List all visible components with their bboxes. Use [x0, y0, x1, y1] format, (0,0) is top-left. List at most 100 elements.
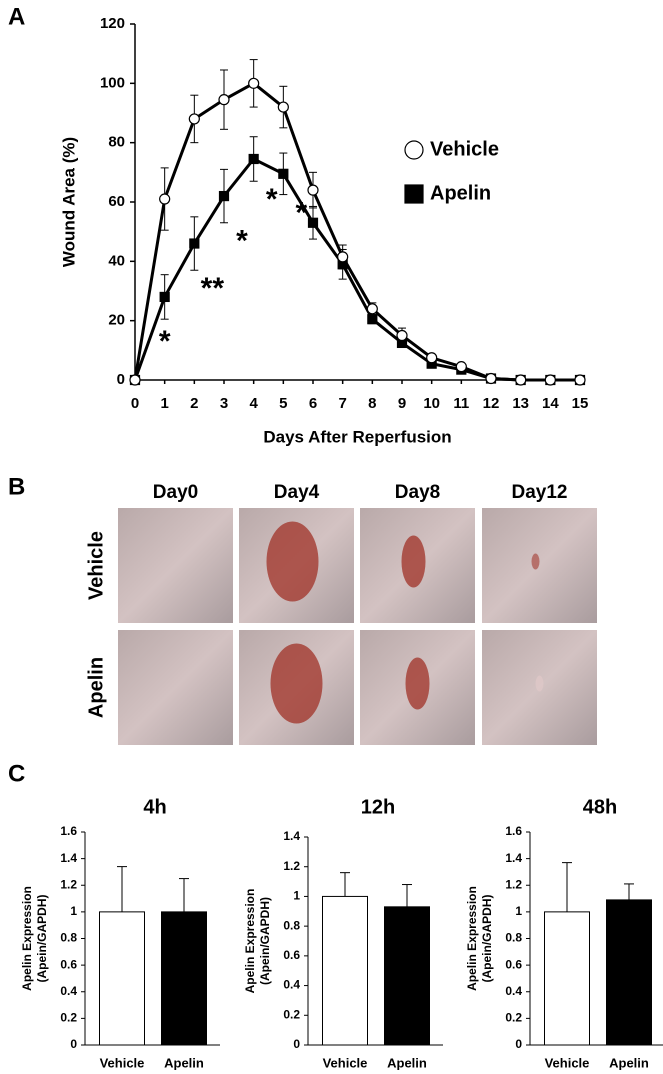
row-label: Vehicle [85, 531, 107, 600]
y-tick-label: 0 [70, 1037, 77, 1051]
y-tick-label: 20 [108, 312, 125, 329]
x-tick-label: 5 [279, 395, 287, 412]
x-tick-label: Apelin [164, 1055, 204, 1070]
point [455, 361, 467, 373]
y-axis-label: (Apein/GAPDH) [480, 895, 494, 983]
point [189, 238, 200, 249]
point [159, 291, 170, 303]
bar [544, 911, 590, 1046]
y-tick-label: 1.2 [283, 859, 300, 873]
x-tick-label: 1 [160, 395, 168, 412]
x-tick-label: 9 [398, 395, 406, 412]
y-tick-label: 1 [515, 904, 522, 918]
legend-marker [404, 184, 424, 204]
column-label: Day4 [274, 482, 320, 503]
error-bar [562, 862, 572, 912]
point [218, 94, 230, 106]
y-tick-label: 0.4 [505, 984, 522, 998]
x-tick-label: Vehicle [323, 1055, 368, 1070]
error-bar [624, 883, 634, 900]
y-tick-label: 1.4 [60, 851, 77, 865]
point [159, 193, 171, 205]
x-tick-label: 6 [309, 395, 317, 412]
x-tick-label: 2 [190, 395, 198, 412]
column-label: Day8 [395, 482, 440, 503]
x-tick-label: 10 [423, 395, 440, 412]
point [396, 329, 408, 342]
panel-label: C [8, 760, 25, 787]
y-tick-label: 60 [108, 193, 125, 210]
wound [531, 553, 540, 570]
error-bar [179, 878, 189, 912]
y-tick-label: 0 [515, 1037, 522, 1051]
y-axis-label: (Apein/GAPDH) [258, 897, 272, 985]
point [248, 77, 260, 89]
point [129, 374, 141, 386]
y-axis-label: Apelin Expression [465, 886, 479, 991]
x-tick-label: Apelin [387, 1055, 427, 1070]
y-tick-label: 0.8 [505, 931, 522, 945]
x-tick-label: Vehicle [100, 1055, 145, 1070]
point [248, 153, 259, 165]
bar [322, 895, 368, 1046]
point [337, 251, 349, 263]
significance-mark: * [295, 197, 307, 230]
chart-title: 12h [361, 796, 395, 818]
x-tick-label: 4 [249, 395, 258, 412]
photo [482, 508, 597, 623]
y-tick-label: 40 [108, 252, 125, 269]
x-tick-label: 13 [512, 395, 529, 412]
x-tick-label: 8 [368, 395, 376, 412]
y-tick-label: 0 [117, 371, 125, 388]
y-tick-label: 1 [293, 889, 300, 903]
point [366, 303, 378, 315]
y-axis-label: Apelin Expression [243, 889, 257, 994]
y-tick-label: 1.6 [505, 824, 522, 838]
y-axis-label: (Apein/GAPDH) [35, 895, 49, 983]
point [574, 374, 586, 386]
y-tick-label: 1.6 [60, 824, 77, 838]
wound [405, 657, 430, 710]
column-label: Day12 [512, 482, 568, 503]
y-tick-label: 1 [70, 904, 77, 918]
bar [384, 906, 430, 1046]
point [188, 113, 200, 125]
x-tick-label: 14 [542, 395, 559, 412]
legend-label: Vehicle [430, 138, 499, 160]
error-bar [117, 866, 127, 912]
photo [118, 630, 233, 745]
x-tick-label: Vehicle [545, 1055, 590, 1070]
x-tick-label: 3 [220, 395, 228, 412]
point [515, 374, 527, 386]
y-tick-label: 0.4 [60, 984, 77, 998]
y-tick-label: 0.2 [505, 1011, 522, 1025]
point [426, 352, 438, 364]
y-tick-label: 100 [100, 74, 125, 91]
wound [266, 521, 319, 602]
y-tick-label: 0 [293, 1037, 300, 1051]
series-line [133, 157, 580, 382]
y-axis-label: Apelin Expression [20, 886, 34, 991]
x-axis-label: Days After Reperfusion [263, 427, 451, 446]
significance-mark: * [266, 183, 278, 216]
point [367, 314, 378, 325]
wound [401, 535, 426, 588]
y-tick-label: 0.2 [283, 1007, 300, 1021]
y-tick-label: 0.8 [283, 918, 300, 932]
bar [606, 899, 652, 1046]
point [218, 190, 230, 202]
chart-title: 4h [143, 796, 166, 818]
point [485, 372, 497, 385]
x-tick-label: 0 [131, 395, 139, 412]
legend-marker [404, 140, 424, 160]
y-tick-label: 80 [108, 134, 125, 151]
point [278, 168, 289, 179]
point [307, 217, 319, 228]
y-tick-label: 0.6 [505, 957, 522, 971]
x-tick-label: Apelin [609, 1055, 649, 1070]
y-tick-label: 0.2 [60, 1011, 77, 1025]
y-axis-label: Wound Area (%) [59, 137, 78, 267]
chart-title: 48h [583, 796, 617, 818]
error-bar [340, 872, 350, 897]
